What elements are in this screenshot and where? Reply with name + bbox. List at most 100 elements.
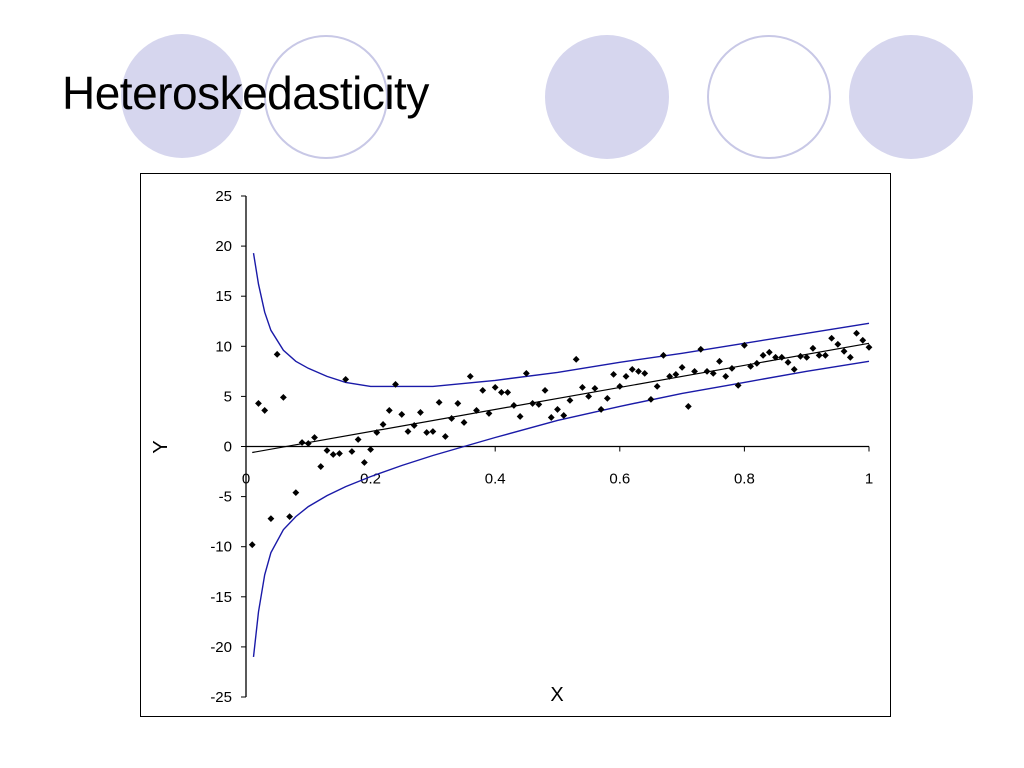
data-point [684, 403, 692, 410]
data-point [441, 433, 449, 440]
data-point [323, 447, 331, 454]
data-point [304, 440, 312, 447]
y-tick-label: -5 [219, 489, 232, 506]
data-point [479, 386, 487, 394]
data-point [678, 363, 686, 371]
data-point [666, 372, 674, 380]
data-point [828, 334, 836, 342]
data-point [516, 413, 524, 420]
data-point [722, 372, 730, 380]
upper-confidence-band [252, 252, 870, 388]
data-point [279, 394, 287, 401]
confidence-bands [252, 252, 870, 657]
data-point [373, 429, 381, 436]
data-point [797, 352, 804, 360]
axis-labels: X Y [150, 440, 564, 706]
data-point [454, 400, 462, 407]
data-point [360, 459, 368, 466]
y-tick-label: 0 [224, 439, 232, 456]
data-point [367, 446, 374, 453]
data-point [759, 351, 767, 359]
data-point [834, 340, 842, 348]
data-point [448, 415, 455, 422]
data-point [417, 409, 424, 416]
data-point [821, 351, 829, 359]
data-point [261, 407, 269, 414]
data-point [541, 386, 549, 394]
data-point [435, 399, 443, 406]
data-point [728, 364, 736, 372]
decorative-circle [545, 35, 669, 159]
data-point [485, 410, 493, 417]
data-point [423, 429, 431, 436]
data-point [298, 439, 306, 446]
data-point [660, 351, 667, 359]
y-tick-label: -15 [210, 589, 232, 606]
data-point [741, 341, 748, 349]
y-axis-title: Y [150, 440, 172, 453]
data-point [466, 372, 474, 380]
data-points [248, 329, 873, 549]
data-point [248, 541, 256, 549]
data-point [392, 380, 399, 388]
data-point [709, 369, 717, 377]
data-point [622, 372, 630, 380]
y-tick-label: 5 [224, 388, 232, 405]
x-tick-label: 0.8 [734, 471, 755, 488]
data-point [747, 362, 755, 370]
data-point [491, 383, 499, 391]
data-point [255, 400, 262, 407]
data-point [566, 397, 574, 404]
data-point [460, 419, 468, 426]
data-point [398, 411, 406, 418]
data-point [628, 365, 636, 373]
data-point [410, 422, 418, 429]
decorative-ring [264, 35, 388, 159]
decorative-circle [849, 35, 973, 159]
data-point [597, 406, 605, 413]
data-point [591, 384, 599, 392]
data-point [778, 353, 786, 361]
decorative-circle [121, 34, 243, 158]
y-tick-label: -10 [210, 539, 232, 556]
x-axis-title: X [550, 684, 563, 706]
data-point [603, 395, 611, 402]
data-point [336, 450, 343, 457]
data-point [267, 515, 275, 523]
data-point [354, 436, 362, 443]
data-point [585, 393, 593, 400]
y-tick-label: -25 [210, 689, 232, 706]
data-point [610, 370, 617, 378]
y-tick-label: -20 [210, 639, 232, 656]
data-point [772, 353, 779, 361]
data-point [635, 367, 642, 375]
data-point [547, 414, 555, 421]
data-point [703, 367, 711, 375]
data-point [510, 402, 518, 409]
data-point [697, 345, 705, 353]
data-point [572, 355, 580, 363]
lower-confidence-band [252, 360, 870, 657]
data-point [641, 369, 649, 377]
data-point [554, 406, 561, 413]
y-tick-label: 15 [215, 288, 232, 305]
data-point [311, 434, 318, 441]
data-point [672, 370, 680, 378]
data-point [809, 344, 817, 352]
fit-line-layer [252, 342, 870, 454]
data-point [734, 381, 742, 389]
data-point [379, 421, 387, 428]
data-point [529, 400, 536, 407]
data-point [753, 359, 761, 367]
data-point [790, 365, 798, 373]
data-point [560, 412, 568, 419]
data-point [803, 353, 811, 361]
x-tick-label: 1 [865, 471, 873, 488]
data-point [286, 513, 294, 521]
x-tick-label: 0.6 [609, 471, 630, 488]
data-point [784, 358, 792, 366]
data-point [292, 489, 300, 496]
data-point [579, 383, 586, 391]
data-point [273, 350, 281, 358]
data-point [404, 428, 412, 435]
